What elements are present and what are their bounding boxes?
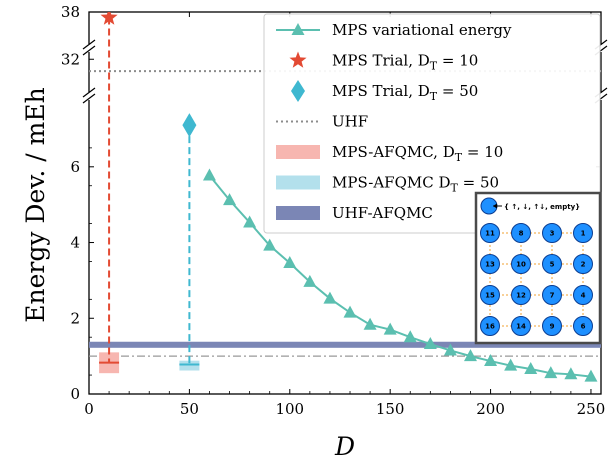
inset-site (511, 285, 531, 305)
inset-site-label: 5 (550, 261, 555, 269)
legend-box (263, 13, 601, 234)
legend-label: UHF (332, 113, 368, 131)
inset-site-label: 12 (516, 292, 526, 300)
inset-site (480, 316, 500, 336)
series-layer (99, 12, 598, 382)
axis-break-mark (82, 87, 96, 104)
inset-site-label: 15 (485, 292, 495, 300)
inset-site-label: 10 (516, 261, 526, 269)
axis-break-marks (82, 39, 608, 104)
mps-variational-point (343, 305, 357, 318)
legend-handle-star (289, 51, 307, 68)
mps-variational-point (443, 343, 457, 356)
inset-site-label: 16 (485, 323, 495, 331)
mps-variational-point (283, 255, 297, 268)
mps-variational-point (584, 369, 598, 382)
legend-handle-patch (276, 145, 320, 159)
inset-site (480, 285, 500, 305)
mps-variational-point (544, 366, 558, 379)
inset-site-label: 1 (581, 230, 586, 238)
inset-site-label: 3 (550, 230, 555, 238)
inset-site (542, 254, 562, 274)
lattice-inset: { ↑, ↓, ↑↓, empty} 11 8 3 1 13 10 5 2 15 12 7 4 16 14 9… (474, 191, 602, 345)
legend-label: MPS variational energy (332, 21, 512, 39)
mps-variational-point (263, 238, 277, 251)
inset-site (573, 285, 593, 305)
inset-site-label: 13 (485, 261, 495, 269)
mps-variational-point (202, 168, 216, 181)
y-tick-label: 6 (70, 158, 80, 176)
mps-variational-point (423, 337, 437, 350)
x-tick-label: 100 (275, 400, 304, 418)
legend-handle-diamond (291, 80, 305, 102)
mps-variational-point (524, 362, 538, 375)
inset-site (573, 254, 593, 274)
mps-variational-point (223, 193, 237, 206)
y-tick-label: 32 (61, 50, 80, 68)
inset-site (480, 223, 500, 243)
inset-site (542, 223, 562, 243)
axis-break-gap (597, 92, 605, 100)
legend-handle-patch (276, 175, 320, 190)
y-tick-label: 38 (61, 3, 80, 21)
inset-site (511, 223, 531, 243)
trial-dt50-diamond-point (182, 113, 197, 138)
mps-variational-point (564, 367, 578, 380)
axis-break-gap (85, 92, 93, 100)
inset-site-label: 6 (581, 323, 586, 331)
y-tick-label: 4 (70, 234, 80, 252)
mps-variational-point (303, 274, 317, 287)
legend-label: MPS-AFQMC, DT = 10 (332, 143, 503, 164)
legend-handle-patch (276, 206, 320, 220)
axis-break-gap (597, 44, 605, 52)
inset-site (573, 316, 593, 336)
x-axis-label: D (334, 432, 355, 460)
mps-variational-point (243, 215, 257, 228)
legend-label: MPS-AFQMC DT = 50 (332, 174, 499, 195)
mps-variational-point (463, 349, 477, 362)
inset-arrow-head (493, 203, 497, 209)
inset-state-label: { ↑, ↓, ↑↓, empty} (504, 203, 580, 211)
inset-site-label: 9 (550, 323, 555, 331)
x-tick-label: 200 (476, 400, 505, 418)
uhf-afqmc-band (89, 341, 601, 348)
mps-variational-point (504, 358, 518, 371)
inset-site (542, 316, 562, 336)
inset-site (511, 316, 531, 336)
inset-site-label: 11 (485, 230, 495, 238)
x-tick-label: 150 (376, 400, 405, 418)
inset-site (542, 285, 562, 305)
inset-site-label: 4 (581, 292, 586, 300)
inset-site-label: 8 (519, 230, 524, 238)
mps-variational-point (363, 317, 377, 330)
axis-break-mark (82, 39, 96, 56)
legend-label: MPS Trial, DT = 10 (332, 52, 478, 73)
y-tick-label: 0 (70, 385, 80, 403)
inset-site (511, 254, 531, 274)
inset-site-label: 7 (550, 292, 555, 300)
mps-variational-point (484, 354, 498, 367)
x-tick-label: 0 (84, 400, 94, 418)
mps-variational-point (323, 291, 337, 304)
inset-site (573, 223, 593, 243)
trial-dt10-star-point (100, 12, 118, 25)
axis-break-gap (85, 44, 93, 52)
y-tick-label: 2 (70, 309, 80, 327)
y-axis-label: Energy Dev. / mEh (21, 87, 50, 323)
mps-afqmc-dt50-band (179, 360, 200, 371)
x-tick-label: 250 (577, 400, 606, 418)
legend-handle-triangle (291, 23, 305, 35)
x-tick-label: 50 (180, 400, 199, 418)
legend-label: UHF-AFQMC (332, 204, 433, 222)
inset-site-label: 2 (581, 261, 586, 269)
mps-variational-point (383, 322, 397, 335)
legend-label: MPS Trial, DT = 50 (332, 82, 478, 103)
mps-variational-point (403, 330, 417, 343)
inset-site (480, 254, 500, 274)
legend: MPS variational energy MPS Trial, DT = 10… (263, 13, 601, 234)
inset-site-label: 14 (516, 323, 526, 331)
